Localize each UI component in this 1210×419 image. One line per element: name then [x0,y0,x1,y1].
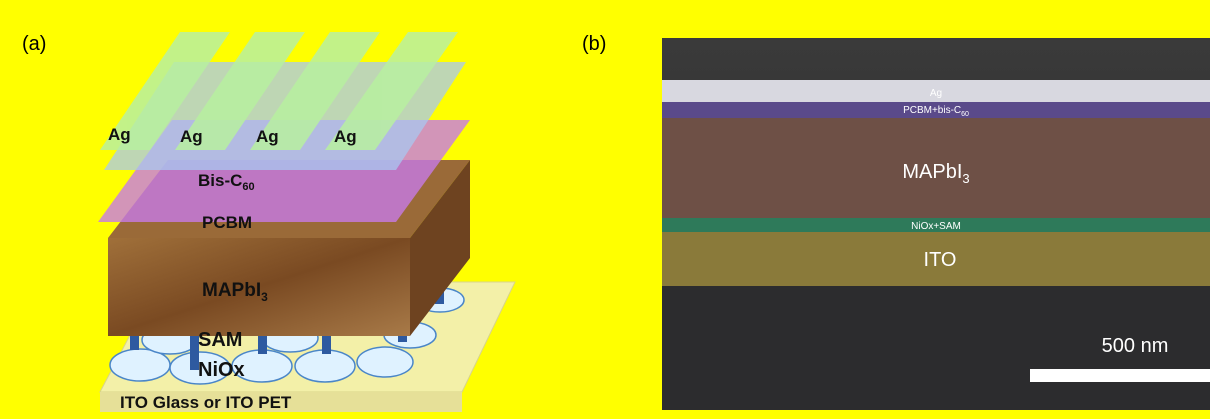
ag-label: Ag [256,127,279,146]
scale-bar [1030,369,1210,382]
sam-label: SAM [198,329,242,351]
panel-label: (a) [22,33,46,55]
ag-label: Ag [108,125,131,144]
ag-label: Ag [180,127,203,146]
scale-bar-label: 500 nm [1102,335,1169,357]
panel-label: (b) [582,33,606,55]
niox-label: NiOx [198,359,245,381]
ag-label: Ag [334,127,357,146]
panel-b: (b) Ag PCBM+bis-C60 MAPbI3 NiOx+SAM ITO … [582,33,1210,410]
pcbm-label: PCBM [202,213,252,232]
substrate-label: ITO Glass or ITO PET [120,393,292,412]
niox-sam-label: NiOx+SAM [911,221,961,232]
ag-label: Ag [930,88,942,99]
mapbi3-label: MAPbI3 [202,280,268,304]
mapbi3-label: MAPbI3 [902,161,969,186]
ito-label: ITO [924,249,957,271]
figure: (a) Ag Ag Ag Ag Bis-C60 PCB [0,0,1210,419]
